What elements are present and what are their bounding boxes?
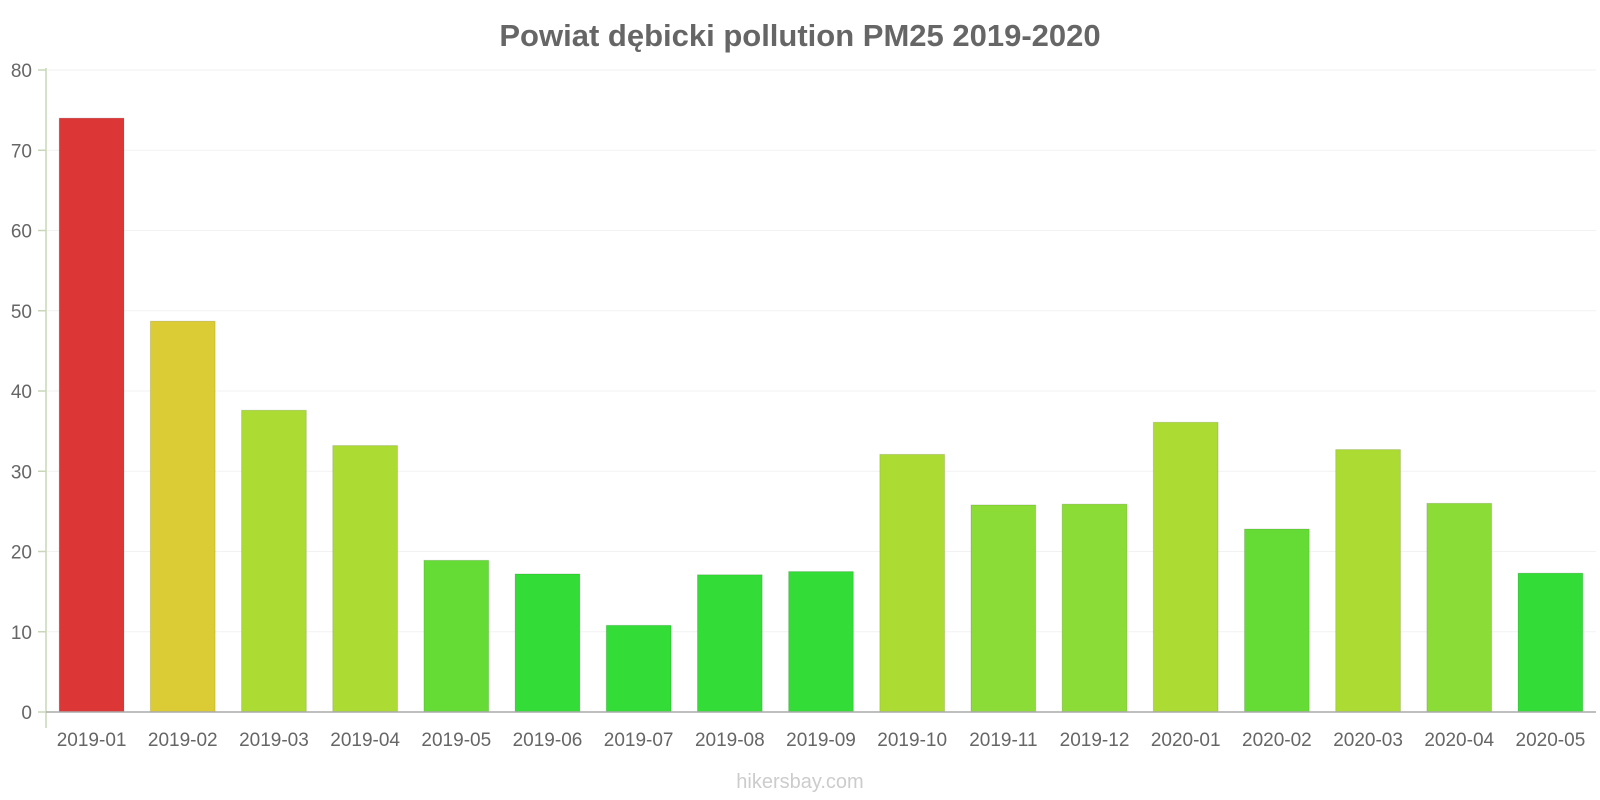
bar-2019-01 <box>58 117 125 713</box>
chart-title: Powiat dębicki pollution PM25 2019-2020 <box>499 18 1100 53</box>
bar-2019-04 <box>332 445 398 713</box>
y-tick-label: 80 <box>11 61 32 82</box>
x-tick-label: 2020-04 <box>1424 730 1494 751</box>
bar-2020-02 <box>1244 528 1310 713</box>
x-axis-ticks: 2019-01 2019-02 2019-03 2019-04 2019-05 2019-… <box>57 730 1586 751</box>
bar-2019-09 <box>788 571 854 713</box>
x-tick-label: 2019-09 <box>786 730 856 751</box>
y-tick-label: 0 <box>21 703 32 724</box>
bar-2019-10 <box>879 453 946 713</box>
bar-2019-03 <box>241 409 307 713</box>
bar-2019-11 <box>970 504 1037 713</box>
y-tick-label: 50 <box>11 302 32 323</box>
x-tick-label: 2020-03 <box>1333 730 1403 751</box>
bar-2020-01 <box>1152 421 1219 713</box>
bar-2019-12 <box>1061 503 1128 713</box>
bar-2020-04 <box>1426 502 1493 713</box>
bar-2019-08 <box>696 574 763 713</box>
x-tick-label: 2020-01 <box>1151 730 1221 751</box>
x-tick-label: 2019-06 <box>513 730 583 751</box>
x-tick-label: 2019-07 <box>604 730 674 751</box>
bar-2020-03 <box>1335 449 1401 713</box>
bar-2019-02 <box>149 320 216 713</box>
x-tick-label: 2019-02 <box>148 730 218 751</box>
x-tick-label: 2019-03 <box>239 730 309 751</box>
x-tick-label: 2019-04 <box>330 730 400 751</box>
x-tick-label: 2019-05 <box>421 730 491 751</box>
bar-2019-05 <box>423 559 490 713</box>
x-tick-label: 2020-05 <box>1516 730 1586 751</box>
bar-2019-07 <box>605 624 672 713</box>
bar-2020-05 <box>1517 572 1584 713</box>
x-tick-label: 2019-08 <box>695 730 765 751</box>
y-tick-label: 60 <box>11 222 32 243</box>
x-tick-label: 2019-11 <box>969 730 1037 751</box>
y-tick-label: 40 <box>11 382 32 403</box>
x-tick-label: 2019-10 <box>877 730 947 751</box>
x-tick-label: 2019-12 <box>1060 730 1130 751</box>
x-tick-label: 2019-01 <box>57 730 127 751</box>
bar-2019-06 <box>514 573 581 713</box>
y-tick-label: 30 <box>11 462 32 483</box>
x-tick-label: 2020-02 <box>1242 730 1312 751</box>
y-tick-label: 20 <box>11 543 32 564</box>
y-axis-ticks: 0 10 20 30 40 50 60 70 80 <box>11 61 46 724</box>
watermark: hikersbay.com <box>736 771 863 793</box>
y-tick-label: 70 <box>11 141 32 162</box>
bars <box>58 117 1584 713</box>
y-tick-label: 10 <box>11 623 32 644</box>
